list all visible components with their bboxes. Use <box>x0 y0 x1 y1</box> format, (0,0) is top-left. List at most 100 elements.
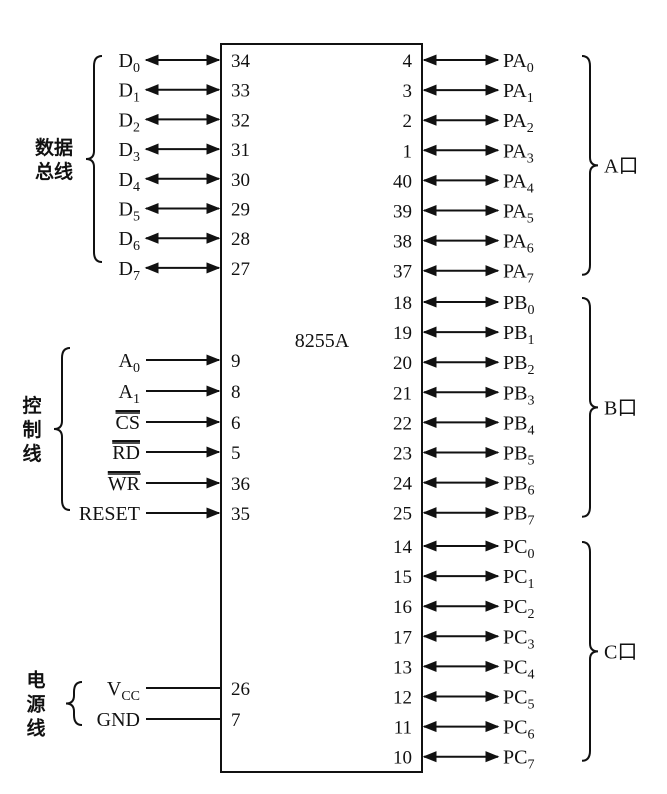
label-pc7: PC7 <box>503 747 534 773</box>
pin-10: 10 <box>393 748 412 769</box>
port-a-brace <box>581 55 599 276</box>
pin-8: 8 <box>231 382 241 403</box>
label-pb5: PB5 <box>503 443 534 469</box>
power-label: 线 <box>26 717 45 740</box>
chip-name: 8255A <box>295 330 350 352</box>
label-pc0: PC0 <box>503 536 534 562</box>
label-d7: D7 <box>119 258 140 284</box>
data-bus-brace <box>85 55 103 263</box>
control-label: 控 <box>22 394 41 417</box>
control-label: 线 <box>22 442 41 465</box>
label-pb2: PB2 <box>503 352 534 378</box>
pin-12: 12 <box>393 688 412 709</box>
pin-13: 13 <box>393 657 412 678</box>
pin-22: 22 <box>393 413 412 434</box>
pin-27: 27 <box>231 259 250 280</box>
label-pa6: PA6 <box>503 231 534 257</box>
pin-36: 36 <box>231 474 250 495</box>
port-b-brace <box>581 297 599 518</box>
pin-21: 21 <box>393 383 412 404</box>
pin-15: 15 <box>393 567 412 588</box>
power-brace <box>65 681 83 726</box>
pin-33: 33 <box>231 81 250 102</box>
pin-19: 19 <box>393 323 412 344</box>
pin-23: 23 <box>393 444 412 465</box>
label-pa2: PA2 <box>503 110 534 136</box>
label-pa3: PA3 <box>503 140 534 166</box>
pin-2: 2 <box>403 111 413 132</box>
data-bus-label: 总线 <box>35 160 73 183</box>
pin-32: 32 <box>231 110 250 131</box>
power-label: 源 <box>26 693 45 716</box>
pin-6: 6 <box>231 413 241 434</box>
pin-35: 35 <box>231 504 250 525</box>
port-b-label: B口 <box>604 397 637 419</box>
pin-34: 34 <box>231 51 251 72</box>
pin-1: 1 <box>403 141 413 162</box>
pin-24: 24 <box>393 474 413 495</box>
pin-20: 20 <box>393 353 412 374</box>
label-gnd: GND <box>97 709 140 731</box>
pin-14: 14 <box>393 537 413 558</box>
pin-29: 29 <box>231 200 250 221</box>
pin-9: 9 <box>231 351 241 372</box>
port-c-brace <box>581 541 599 762</box>
label-pa1: PA1 <box>503 80 534 106</box>
pin-37: 37 <box>393 262 412 283</box>
pin-38: 38 <box>393 232 412 253</box>
label-d6: D6 <box>119 228 140 254</box>
label-reset: RESET <box>79 503 140 525</box>
label-pc1: PC1 <box>503 566 534 592</box>
label-pa4: PA4 <box>503 170 534 196</box>
label-vcc: VCC <box>107 678 140 704</box>
data-bus-label: 数据 <box>35 136 73 159</box>
label-pb6: PB6 <box>503 473 534 499</box>
label-pc3: PC3 <box>503 626 534 652</box>
label-wr: WR <box>108 473 141 495</box>
pin-5: 5 <box>231 443 241 464</box>
pin-17: 17 <box>393 627 412 648</box>
label-pb4: PB4 <box>503 412 534 438</box>
pin-31: 31 <box>231 140 250 161</box>
label-a0: A0 <box>119 350 140 376</box>
control-brace <box>53 347 71 511</box>
label-pc5: PC5 <box>503 687 534 713</box>
port-a-label: A口 <box>604 155 638 177</box>
label-pb1: PB1 <box>503 322 534 348</box>
chip-body <box>220 43 423 773</box>
label-pb7: PB7 <box>503 503 534 529</box>
pin-3: 3 <box>403 81 413 102</box>
pin-30: 30 <box>231 170 250 191</box>
pin-40: 40 <box>393 171 412 192</box>
power-label: 电 <box>26 669 45 692</box>
pin-16: 16 <box>393 597 412 618</box>
label-rd: RD <box>112 442 140 464</box>
label-pc2: PC2 <box>503 596 534 622</box>
pin-18: 18 <box>393 293 412 314</box>
pin-4: 4 <box>403 51 413 72</box>
label-pc4: PC4 <box>503 656 534 682</box>
label-a1: A1 <box>119 381 140 407</box>
pin-39: 39 <box>393 202 412 223</box>
label-d4: D4 <box>119 169 140 195</box>
label-d1: D1 <box>119 80 140 106</box>
label-d0: D0 <box>119 50 140 76</box>
port-c-label: C口 <box>604 641 637 663</box>
label-pc6: PC6 <box>503 717 534 743</box>
label-d2: D2 <box>119 109 140 135</box>
label-pb0: PB0 <box>503 292 534 318</box>
pin-25: 25 <box>393 504 412 525</box>
control-label: 制 <box>22 418 41 441</box>
label-cs: CS <box>116 412 140 434</box>
label-d5: D5 <box>119 199 140 225</box>
label-pa0: PA0 <box>503 50 534 76</box>
label-d3: D3 <box>119 139 140 165</box>
pin-7: 7 <box>231 710 241 731</box>
label-pa7: PA7 <box>503 261 534 287</box>
label-pa5: PA5 <box>503 201 534 227</box>
label-pb3: PB3 <box>503 382 534 408</box>
pin-26: 26 <box>231 679 250 700</box>
pin-28: 28 <box>231 229 250 250</box>
